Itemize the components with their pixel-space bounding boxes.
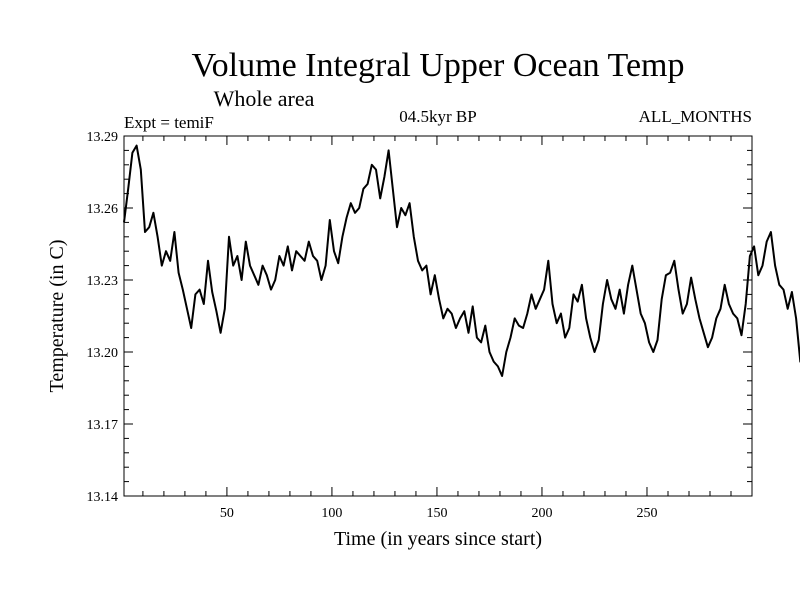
x-axis: 50 100 150 200 250 <box>142 136 732 521</box>
x-tick-label: 100 <box>321 506 342 521</box>
x-tick-label: 250 <box>636 506 657 521</box>
x-axis-title: Time (in years since start) <box>334 528 542 550</box>
chart-subtitle: Whole area <box>214 86 315 111</box>
y-tick-label: 13.14 <box>87 490 119 505</box>
y-axis: 13.14 13.17 13.20 13.23 13.26 13.29 <box>87 130 752 505</box>
y-axis-title: Temperature (in C) <box>46 240 68 393</box>
x-tick-label: 150 <box>426 506 447 521</box>
plot-frame <box>123 135 753 497</box>
y-tick-label: 13.29 <box>87 130 119 145</box>
x-tick-label: 50 <box>220 506 234 521</box>
y-tick-label: 13.17 <box>87 418 119 433</box>
period-label: 04.5kyr BP <box>399 107 476 126</box>
series-line-temif <box>123 144 800 377</box>
x-tick-label: 200 <box>531 506 552 521</box>
months-label: ALL_MONTHS <box>639 107 752 126</box>
experiment-label: Expt = temiF <box>124 113 214 132</box>
y-tick-label: 13.23 <box>87 274 119 289</box>
chart-title: Volume Integral Upper Ocean Temp <box>192 47 685 84</box>
y-tick-label: 13.20 <box>87 346 119 361</box>
y-tick-label: 13.26 <box>87 202 119 217</box>
